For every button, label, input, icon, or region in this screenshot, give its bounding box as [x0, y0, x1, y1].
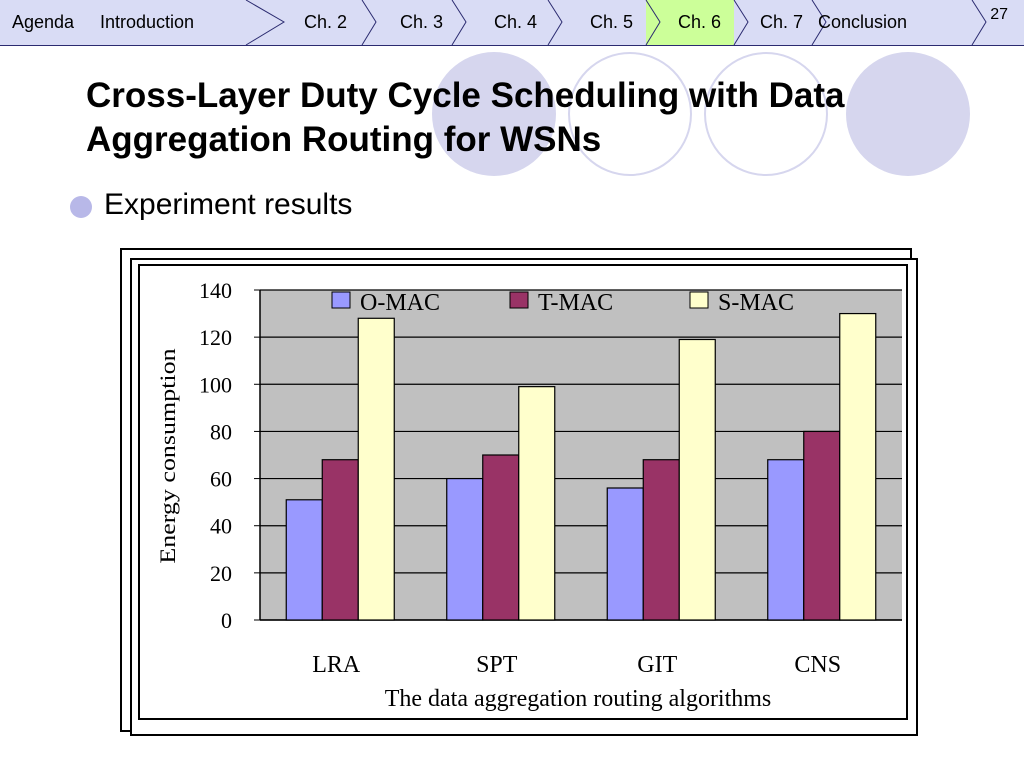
nav-item-ch5[interactable]: Ch. 5	[590, 12, 634, 32]
nav-item-ch3[interactable]: Ch. 3	[400, 12, 444, 32]
y-tick-label: 40	[210, 514, 232, 539]
nav-item-ch2[interactable]: Ch. 2	[304, 12, 348, 32]
nav-active-highlight	[646, 0, 734, 45]
x-tick-label: SPT	[476, 652, 518, 678]
y-tick-label: 100	[199, 372, 232, 397]
y-tick-label: 120	[199, 325, 232, 350]
bar-s-mac	[518, 386, 556, 621]
nav-item-ch6[interactable]: Ch. 6	[678, 12, 722, 32]
slide-title-line-1: Cross-Layer Duty Cycle Scheduling with D…	[86, 76, 845, 115]
bullet-icon	[70, 196, 92, 218]
legend-label: S-MAC	[718, 290, 794, 316]
decorative-circle	[846, 52, 970, 176]
navigation-bar: Agenda Introduction Ch. 2 Ch. 3 Ch. 4 Ch…	[0, 0, 1024, 46]
y-tick-label: 20	[210, 561, 232, 586]
nav-item-ch7[interactable]: Ch. 7	[760, 12, 804, 32]
legend-swatch	[689, 291, 709, 309]
bar-t-mac	[482, 454, 520, 621]
y-tick-label: 80	[210, 419, 232, 444]
y-tick-label: 140	[199, 278, 232, 303]
decorative-circle	[432, 52, 556, 176]
legend-label: O-MAC	[360, 290, 440, 316]
decorative-circle	[704, 52, 828, 176]
x-tick-label: CNS	[794, 652, 841, 678]
bar-s-mac	[678, 338, 716, 621]
bar-t-mac	[642, 459, 680, 621]
legend-swatch	[331, 291, 351, 309]
nav-item-ch4[interactable]: Ch. 4	[494, 12, 538, 32]
nav-separators	[245, 0, 987, 46]
x-axis-label: The data aggregation routing algorithms	[385, 686, 772, 712]
bar-t-mac	[803, 430, 841, 621]
legend-swatch	[509, 291, 529, 309]
y-axis-label: Energy consumption	[157, 348, 181, 563]
nav-item-introduction[interactable]: Introduction	[100, 12, 195, 32]
nav-item-agenda[interactable]: Agenda	[12, 12, 75, 32]
slide-title: Cross-Layer Duty Cycle Scheduling with D…	[86, 74, 986, 162]
bar-o-mac	[767, 459, 805, 621]
bullet-text: Experiment results	[104, 188, 353, 221]
y-tick-label: 0	[221, 608, 232, 633]
nav-item-conclusion[interactable]: Conclusion	[818, 12, 908, 32]
bar-o-mac	[446, 477, 484, 621]
bar-o-mac	[606, 487, 644, 621]
x-tick-label: LRA	[312, 652, 361, 678]
bar-o-mac	[285, 499, 323, 621]
slide-title-line-2: Aggregation Routing for WSNs	[86, 120, 602, 159]
legend-label: T-MAC	[538, 290, 613, 316]
page-number: 27	[990, 6, 1008, 23]
bar-t-mac	[321, 459, 359, 621]
x-tick-label: GIT	[637, 652, 677, 678]
bar-s-mac	[839, 312, 877, 621]
y-tick-label: 60	[210, 467, 232, 492]
bar-s-mac	[357, 317, 395, 621]
decorative-circle	[568, 52, 692, 176]
